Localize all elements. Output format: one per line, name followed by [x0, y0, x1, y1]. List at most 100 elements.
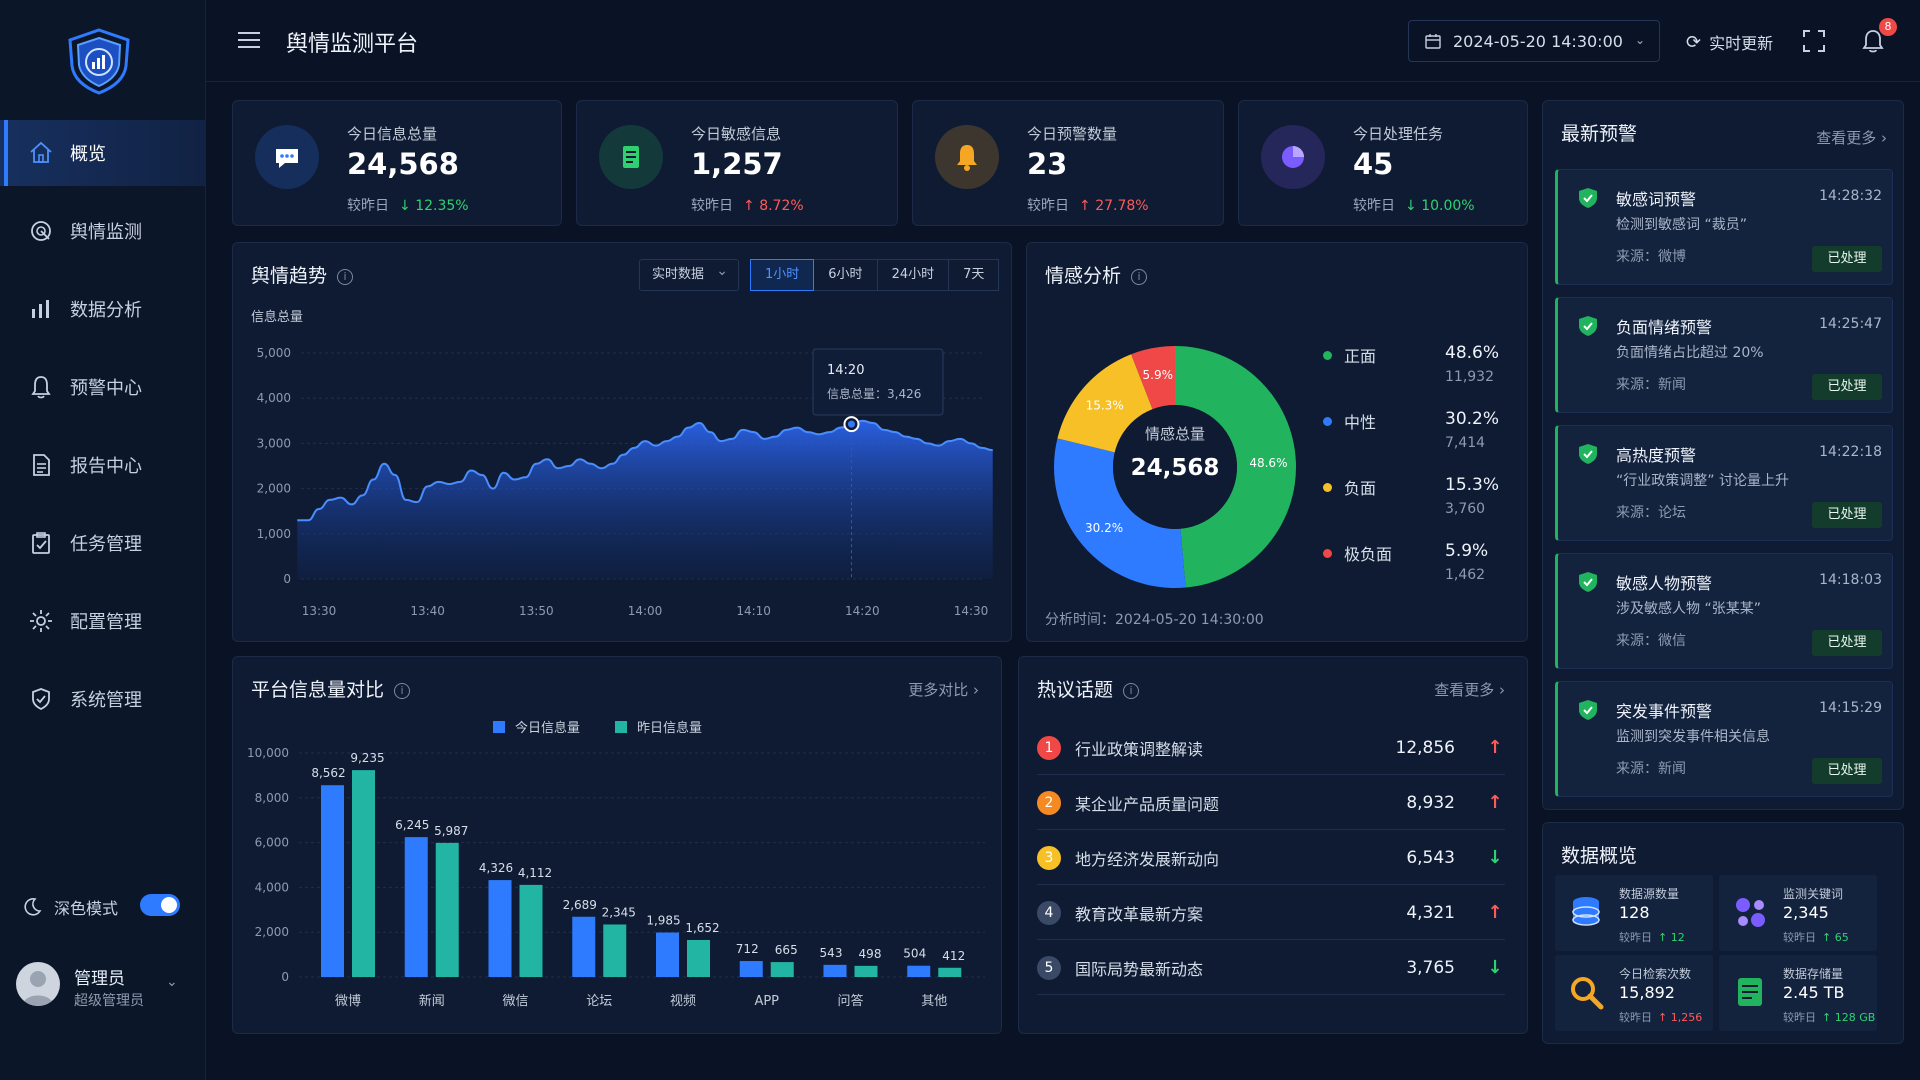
kpi-card[interactable]: 今日预警数量 23 较昨日 ↑ 27.78% [912, 100, 1224, 226]
alert-status-badge: 已处理 [1812, 758, 1882, 784]
legend-dot [1323, 416, 1332, 426]
x-tick-label: 微博 [335, 994, 361, 1009]
overview-value: 128 [1619, 903, 1650, 922]
info-icon[interactable]: i [1123, 683, 1140, 699]
highlight-point-core [847, 420, 855, 428]
sidebar-item-3[interactable]: 数据分析 [0, 276, 206, 342]
range-tab-4[interactable]: 7天 [948, 259, 1000, 291]
topic-count: 6,543 [1406, 847, 1455, 868]
database-icon [1567, 893, 1605, 931]
bar[interactable] [907, 965, 931, 977]
arrow-down-icon: ↑ [1822, 931, 1835, 944]
kpi-value: 45 [1353, 147, 1394, 181]
dark-mode-toggle[interactable] [140, 894, 180, 916]
sidebar-item-7[interactable]: 配置管理 [0, 588, 206, 654]
bell-icon [28, 374, 54, 400]
bar-value-label: 9,235 [350, 751, 384, 765]
more-compare-link[interactable]: 更多对比 › [908, 681, 979, 699]
refresh-label: 实时更新 [1709, 34, 1774, 53]
overview-compare: 较昨日 ↑ 1,256 [1619, 1009, 1702, 1025]
overview-cell[interactable]: 数据存储量 2.45 TB 较昨日 ↑ 128 GB [1719, 955, 1877, 1031]
legend-name: 正面 [1344, 347, 1377, 366]
kpi-card[interactable]: 今日敏感信息 1,257 较昨日 ↑ 8.72% [576, 100, 898, 226]
refresh-button[interactable]: ⟳ 实时更新 [1686, 30, 1773, 54]
bar[interactable] [572, 916, 596, 977]
kpi-card[interactable]: 今日信息总量 24,568 较昨日 ↓ 12.35% [232, 100, 562, 226]
overview-cell[interactable]: 今日检索次数 15,892 较昨日 ↑ 1,256 [1555, 955, 1713, 1031]
y-tick-label: 1,000 [257, 527, 291, 541]
avatar [16, 962, 60, 1006]
platform-title: 平台信息量对比 i [251, 675, 411, 702]
info-icon[interactable]: i [1131, 269, 1148, 285]
bar[interactable] [488, 880, 512, 977]
bar[interactable] [519, 884, 543, 977]
kpi-compare-label: 较昨日 [1027, 198, 1069, 214]
topic-row[interactable]: 3 地方经济发展新动向 6,543 ↓ [1037, 831, 1505, 885]
topic-row[interactable]: 2 某企业产品质量问题 8,932 ↑ [1037, 776, 1505, 830]
overview-label: 数据源数量 [1619, 887, 1680, 901]
bar[interactable] [770, 962, 794, 977]
bar-value-label: 504 [903, 947, 926, 961]
platform-bar-chart: 今日信息量 昨日信息量 10,000 8,000 6,000 4,000 2,000 0 8,5… [247, 720, 985, 1009]
donut-slice[interactable] [1131, 346, 1175, 410]
bar[interactable] [938, 967, 962, 977]
sidebar-item-5[interactable]: 报告中心 [0, 432, 206, 498]
alert-card[interactable]: 高热度预警 14:22:18 “行业政策调整” 讨论量上升 来源：论坛 已处理 [1555, 425, 1893, 541]
alerts-more-link[interactable]: 查看更多 › [1816, 129, 1887, 147]
y-axis-label: 信息总量 [251, 309, 303, 325]
overview-cell[interactable]: 数据源数量 128 较昨日 ↑ 12 [1555, 875, 1713, 951]
overview-compare-label: 较昨日 [1619, 931, 1652, 944]
alert-time: 14:25:47 [1819, 316, 1882, 332]
notification-bell-icon[interactable] [1860, 28, 1886, 54]
chevron-down-icon[interactable]: ⌄ [166, 974, 178, 990]
donut-slice[interactable] [1057, 354, 1153, 453]
kpi-card[interactable]: 今日处理任务 45 较昨日 ↓ 10.00% [1238, 100, 1528, 226]
datetime-picker[interactable]: 2024-05-20 14:30:00 ⌄ [1408, 20, 1660, 62]
alert-card[interactable]: 突发事件预警 14:15:29 监测到突发事件相关信息 来源：新闻 已处理 [1555, 681, 1893, 797]
topic-count: 8,932 [1406, 792, 1455, 813]
overview-compare-label: 较昨日 [1619, 1011, 1652, 1024]
bar[interactable] [352, 770, 375, 977]
x-tick-label: 13:50 [519, 604, 554, 618]
sidebar-item-1[interactable]: 概览 [0, 120, 206, 186]
sidebar-item-2[interactable]: 舆情监测 [0, 198, 206, 264]
topics-more-link[interactable]: 查看更多 › [1434, 681, 1505, 699]
bar[interactable] [321, 785, 344, 977]
topic-row[interactable]: 5 国际局势最新动态 3,765 ↓ [1037, 941, 1505, 995]
x-tick-label: 14:10 [736, 604, 771, 618]
bar[interactable] [656, 932, 679, 977]
info-icon[interactable]: i [394, 683, 411, 699]
fullscreen-icon[interactable] [1802, 29, 1826, 53]
bar[interactable] [823, 964, 847, 977]
donut-slice[interactable] [1175, 346, 1296, 588]
bar-value-label: 6,245 [395, 818, 429, 832]
range-tab-1[interactable]: 1小时 [750, 259, 815, 291]
bar[interactable] [854, 965, 878, 977]
topic-title: 某企业产品质量问题 [1075, 794, 1220, 814]
donut-slice[interactable] [1054, 438, 1186, 588]
sidebar-item-8[interactable]: 系统管理 [0, 666, 206, 732]
topic-row[interactable]: 1 行业政策调整解读 12,856 ↑ [1037, 721, 1505, 775]
data-mode-select[interactable]: 实时数据 [639, 256, 739, 291]
trend-area [297, 420, 993, 579]
bar[interactable] [603, 924, 627, 977]
bar[interactable] [435, 842, 459, 977]
kpi-label: 今日处理任务 [1353, 125, 1444, 143]
bar[interactable] [687, 939, 710, 977]
sidebar-item-6[interactable]: 任务管理 [0, 510, 206, 576]
overview-cell[interactable]: 监测关键词 2,345 较昨日 ↑ 65 [1719, 875, 1877, 951]
alert-card[interactable]: 负面情绪预警 14:25:47 负面情绪占比超过 20% 来源：新闻 已处理 [1555, 297, 1893, 413]
sidebar-item-4[interactable]: 预警中心 [0, 354, 206, 420]
bar[interactable] [739, 961, 763, 977]
bar[interactable] [404, 837, 428, 977]
alert-card[interactable]: 敏感词预警 14:28:32 检测到敏感词 “裁员” 来源：微博 已处理 [1555, 169, 1893, 285]
alert-card[interactable]: 敏感人物预警 14:18:03 涉及敏感人物 “张某某” 来源：微信 已处理 [1555, 553, 1893, 669]
info-icon[interactable]: i [337, 269, 354, 285]
user-menu[interactable]: 管理员 超级管理员 ⌄ [16, 960, 192, 1020]
kpi-change: ↓ 12.35% [399, 198, 469, 214]
overview-label: 今日检索次数 [1619, 967, 1692, 981]
menu-icon[interactable] [238, 30, 262, 50]
overview-compare: 较昨日 ↑ 128 GB [1783, 1009, 1875, 1025]
sidebar-item-label: 系统管理 [70, 690, 142, 711]
topic-row[interactable]: 4 教育改革最新方案 4,321 ↑ [1037, 886, 1505, 940]
